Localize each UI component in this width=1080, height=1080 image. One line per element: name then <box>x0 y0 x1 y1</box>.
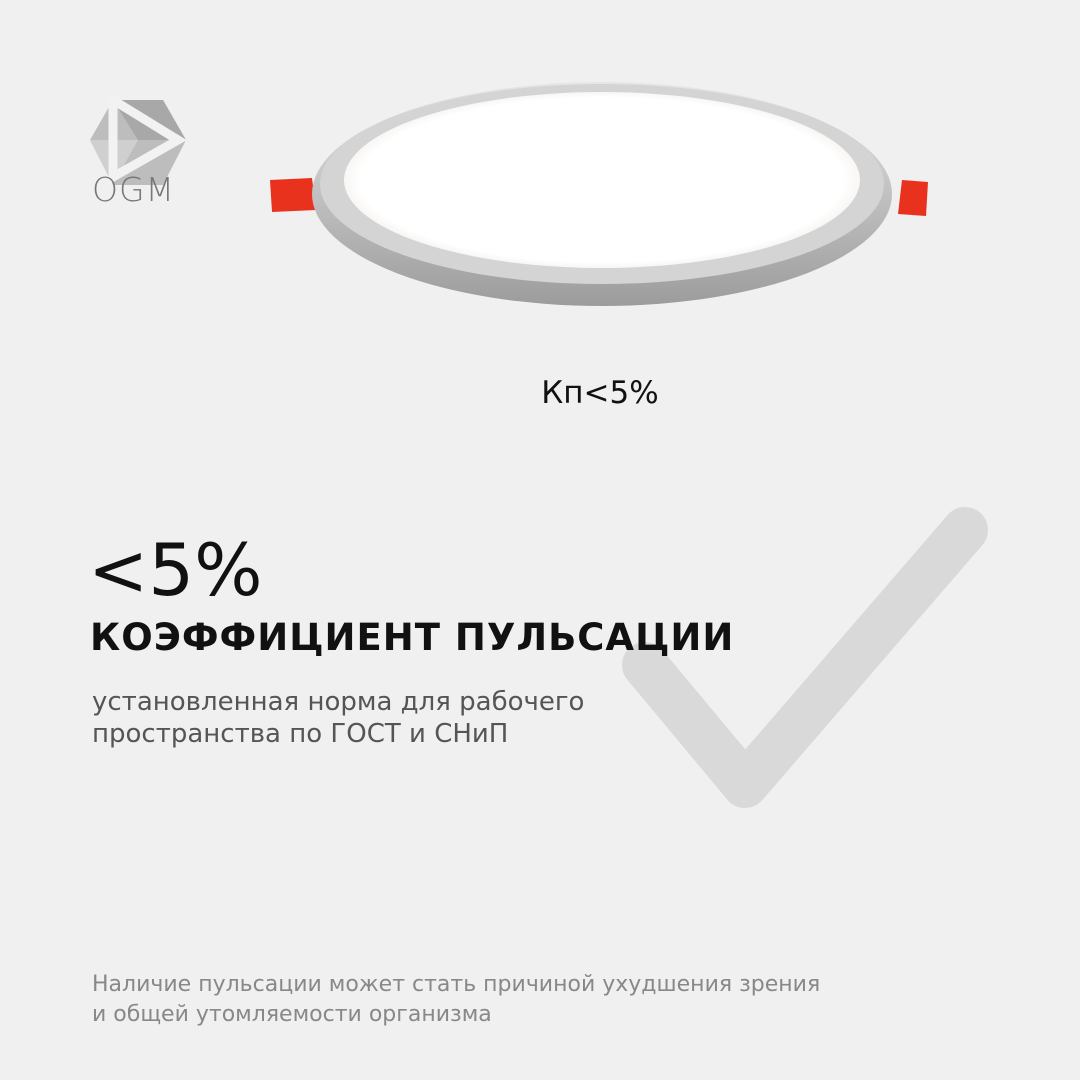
checkmark-icon <box>622 507 988 808</box>
heading: КОЭФФИЦИЕНТ ПУЛЬСАЦИИ <box>90 616 735 659</box>
footer-note: Наличие пульсации может стать причиной у… <box>92 970 992 1030</box>
subtitle-line: пространства по ГОСТ и СНиП <box>92 719 509 749</box>
pulsation-value: <5% <box>88 528 263 612</box>
product-label: Кп<5% <box>541 375 659 411</box>
logo-text: OGM <box>92 170 176 209</box>
subtitle-line: установленная норма для рабочего <box>92 687 585 717</box>
led-panel-image <box>270 82 928 306</box>
footer-line: Наличие пульсации может стать причиной у… <box>92 972 821 997</box>
subtitle: установленная норма для рабочего простра… <box>92 686 692 750</box>
footer-line: и общей утомляемости организма <box>92 1002 492 1027</box>
ogm-logo-icon <box>90 91 187 185</box>
